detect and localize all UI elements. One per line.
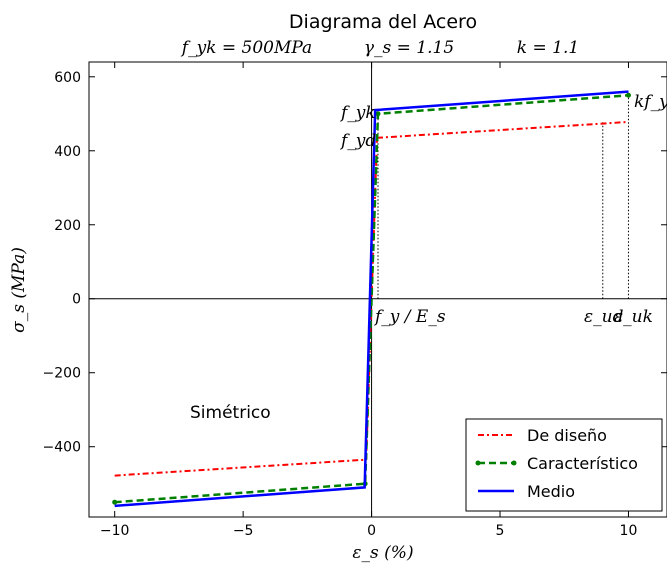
series-line-1 bbox=[114, 94, 629, 504]
y-axis-label: σ_s (MPa) bbox=[9, 247, 29, 333]
subtitle-k: k = 1.1 bbox=[517, 38, 579, 58]
annotation-kfyk: kf_yk bbox=[634, 92, 667, 112]
y-tick-label-5: −400 bbox=[43, 440, 81, 456]
series-point-1-0 bbox=[112, 499, 118, 505]
y-tick-label-4: −200 bbox=[43, 366, 81, 382]
annotation-fyd: f_yd bbox=[339, 131, 376, 151]
legend: De diseño Característico Medio bbox=[465, 418, 663, 512]
series-line-0 bbox=[114, 120, 629, 477]
series-group bbox=[112, 90, 631, 508]
legend-label-medio: Medio bbox=[527, 482, 575, 501]
legend-box bbox=[465, 418, 663, 512]
y-tick-label-0: 600 bbox=[54, 70, 81, 86]
y-tick-label-1: 400 bbox=[54, 144, 81, 160]
x-tick-label-0: −10 bbox=[100, 523, 130, 539]
subtitle-gamma: γ_s = 1.15 bbox=[364, 38, 454, 58]
chart-title: Diagrama del Acero bbox=[289, 11, 477, 33]
y-tick-label-2: 200 bbox=[54, 218, 81, 234]
x-tick-label-4: 10 bbox=[620, 523, 638, 539]
x-axis-label: ε_s (%) bbox=[352, 543, 413, 563]
x-tick-label-3: 5 bbox=[496, 523, 505, 539]
legend-label-caracteristico: Característico bbox=[527, 454, 638, 473]
annotation-euk: ε_uk bbox=[614, 307, 653, 327]
y-tick-label-3: 0 bbox=[72, 292, 81, 308]
series-point-1-3 bbox=[625, 92, 631, 98]
reference-lines bbox=[377, 95, 629, 299]
legend-marker-caracteristico bbox=[475, 460, 481, 466]
x-tick-label-1: −5 bbox=[233, 523, 254, 539]
annotation-eud: ε_ud bbox=[584, 307, 624, 327]
annotation-fy-es: f_y / E_s bbox=[373, 307, 446, 327]
plot-frame bbox=[88, 61, 667, 518]
series-line-2 bbox=[114, 90, 629, 508]
x-tick-label-2: 0 bbox=[367, 523, 376, 539]
series-point-1-2 bbox=[375, 111, 381, 117]
ticks-group: −10 −5 0 5 10 600 400 200 0 −200 −400 bbox=[43, 62, 667, 539]
annotation-simetrico: Simétrico bbox=[190, 403, 271, 423]
legend-marker-caracteristico-end bbox=[511, 460, 517, 466]
legend-label-diseno: De diseño bbox=[527, 426, 607, 445]
subtitle-fyk: f_yk = 500MPa bbox=[180, 38, 312, 58]
annotation-fyk: f_yk bbox=[339, 103, 376, 123]
